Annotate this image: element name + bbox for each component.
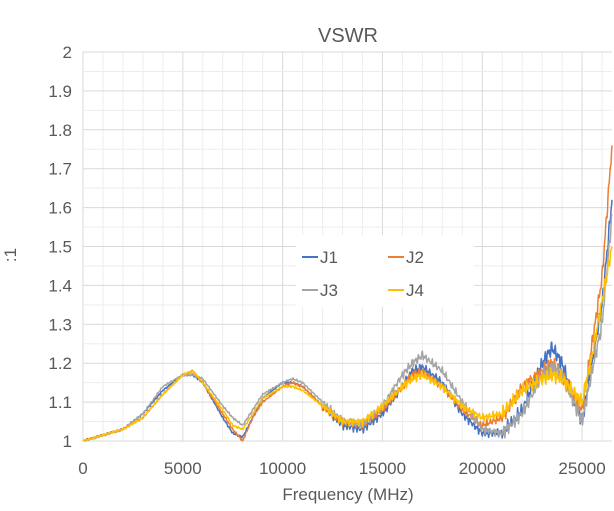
- axis-ticks: 0 5000 10000 15000 20000 25000 1 1.1 1.2 1.3 1.4 1.…: [48, 43, 605, 478]
- legend: J1 J2 J3 J4: [296, 235, 474, 307]
- y-tick-label: 1.1: [48, 393, 72, 412]
- x-axis-label: Frequency (MHz): [282, 485, 413, 504]
- y-tick-label: 1.8: [48, 121, 72, 140]
- series-line-j4: [82, 246, 613, 442]
- y-tick-label: 1.9: [48, 82, 72, 101]
- x-tick-label: 20000: [459, 459, 506, 478]
- x-tick-label: 10000: [259, 459, 306, 478]
- series-layer: [82, 145, 613, 442]
- legend-label-j4: J4: [406, 281, 424, 300]
- y-tick-label: 2: [63, 43, 72, 62]
- legend-label-j1: J1: [320, 248, 338, 267]
- y-tick-label: 1.5: [48, 238, 72, 257]
- x-tick-label: 15000: [359, 459, 406, 478]
- y-tick-label: 1.2: [48, 354, 72, 373]
- y-tick-label: 1.3: [48, 315, 72, 334]
- y-axis-label: :1: [1, 248, 20, 262]
- chart-title: VSWR: [318, 25, 378, 47]
- legend-label-j3: J3: [320, 281, 338, 300]
- y-tick-label: 1.6: [48, 199, 72, 218]
- y-tick-label: 1: [63, 432, 72, 451]
- x-tick-label: 5000: [164, 459, 202, 478]
- y-tick-label: 1.4: [48, 276, 72, 295]
- legend-label-j2: J2: [406, 248, 424, 267]
- legend-background: [296, 235, 474, 307]
- x-tick-label: 25000: [558, 459, 605, 478]
- y-tick-label: 1.7: [48, 160, 72, 179]
- x-tick-label: 0: [78, 459, 87, 478]
